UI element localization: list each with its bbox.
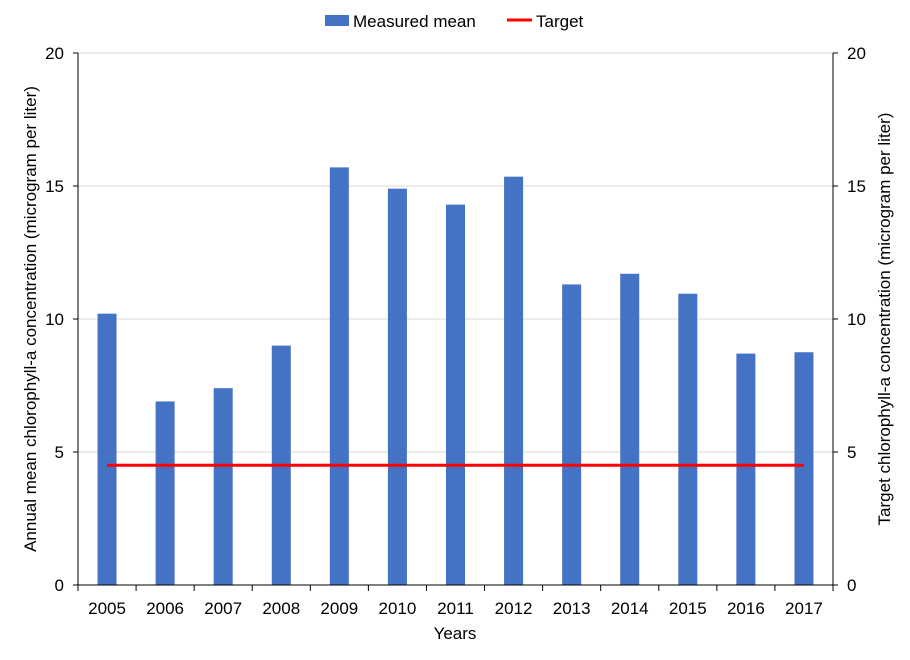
bar-series xyxy=(97,167,814,585)
y2-tick-label: 0 xyxy=(847,576,856,595)
y2-tick-label: 10 xyxy=(847,310,866,329)
bar-measured-mean xyxy=(446,204,465,585)
x-tick-label: 2014 xyxy=(611,599,649,618)
bar-measured-mean xyxy=(678,293,698,585)
bar-measured-mean xyxy=(387,188,407,585)
x-tick-label: 2011 xyxy=(437,599,474,618)
bar-measured-mean xyxy=(213,388,233,585)
x-tick-label: 2009 xyxy=(320,599,358,618)
x-tick-label: 2007 xyxy=(204,599,242,618)
x-tick-label: 2015 xyxy=(669,599,707,618)
y-tick-label: 10 xyxy=(45,310,64,329)
x-tick-label: 2010 xyxy=(379,599,417,618)
bar-measured-mean xyxy=(562,284,582,585)
bar-measured-mean xyxy=(329,167,349,585)
y2-axis-title: Target chlorophyll-a concentration (micr… xyxy=(875,113,894,526)
x-tick-label: 2017 xyxy=(785,599,823,618)
y-tick-label: 0 xyxy=(55,576,64,595)
legend-label-measured-mean: Measured mean xyxy=(353,12,476,31)
bar-measured-mean xyxy=(155,401,175,585)
x-tick-label: 2008 xyxy=(262,599,300,618)
legend-swatch-measured-mean xyxy=(325,15,349,26)
bar-measured-mean xyxy=(620,273,640,585)
y2-tick-label: 20 xyxy=(847,44,866,63)
bar-measured-mean xyxy=(736,353,756,585)
y2-tick-label: 15 xyxy=(847,177,866,196)
x-tick-label: 2012 xyxy=(495,599,533,618)
x-tick-label: 2013 xyxy=(553,599,591,618)
x-tick-label: 2016 xyxy=(727,599,765,618)
axes xyxy=(73,52,838,591)
y2-tick-label: 5 xyxy=(847,443,856,462)
x-tick-label: 2006 xyxy=(146,599,184,618)
y-axis-title: Annual mean chlorophyll-a concentration … xyxy=(21,86,40,552)
x-tick-label: 2005 xyxy=(88,599,126,618)
y-tick-label: 15 xyxy=(45,177,64,196)
bar-measured-mean xyxy=(794,352,814,585)
y-tick-label: 5 xyxy=(55,443,64,462)
bar-measured-mean xyxy=(97,313,117,585)
x-axis-title: Years xyxy=(434,624,477,643)
legend: Measured mean Target xyxy=(325,12,584,31)
legend-label-target: Target xyxy=(536,12,584,31)
bar-measured-mean xyxy=(504,176,524,585)
y-tick-label: 20 xyxy=(45,44,64,63)
